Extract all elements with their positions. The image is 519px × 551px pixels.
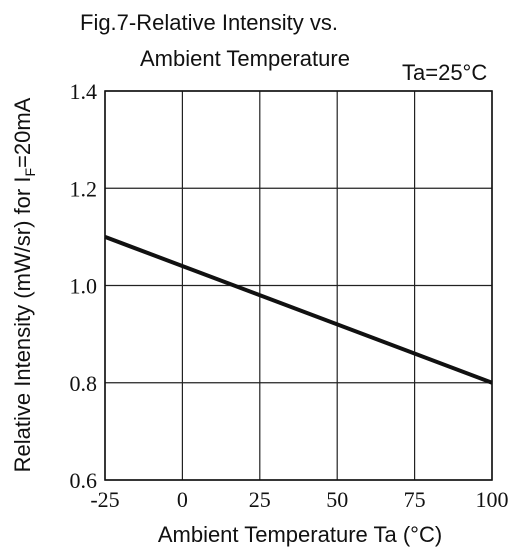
x-tick-label: 100 — [476, 487, 509, 512]
x-tick-label: 75 — [404, 487, 426, 512]
chart-title-line1: Fig.7-Relative Intensity vs. — [80, 10, 338, 35]
chart-title-line2: Ambient Temperature — [140, 46, 350, 71]
y-axis-label-tail: =20mA — [10, 97, 35, 168]
condition-label: Ta=25°C — [402, 60, 487, 85]
grid-lines — [104, 90, 493, 481]
y-tick-label: 1.2 — [70, 176, 98, 201]
y-tick-label: 1.4 — [70, 79, 98, 104]
y-axis-label-subscript: F — [22, 168, 38, 177]
y-axis-label-main: Relative Intensity (mW/sr) for I — [10, 177, 35, 473]
y-tick-label: 0.6 — [70, 468, 98, 493]
x-tick-label: 25 — [249, 487, 271, 512]
x-tick-label: 50 — [326, 487, 348, 512]
y-tick-label: 1.0 — [70, 274, 98, 299]
y-axis-label: Relative Intensity (mW/sr) for IF=20mA — [10, 97, 38, 472]
series-line — [104, 235, 493, 385]
x-tick-label: 0 — [177, 487, 188, 512]
plot-frame — [104, 90, 493, 481]
x-tick-label: -25 — [90, 487, 119, 512]
y-tick-label: 0.8 — [70, 371, 98, 396]
x-axis-label: Ambient Temperature Ta (°C) — [158, 522, 442, 547]
tick-labels: -25 0 25 50 75 100 0.6 0.8 1.0 1.2 1.4 — [70, 79, 509, 512]
series-layer — [104, 235, 493, 385]
